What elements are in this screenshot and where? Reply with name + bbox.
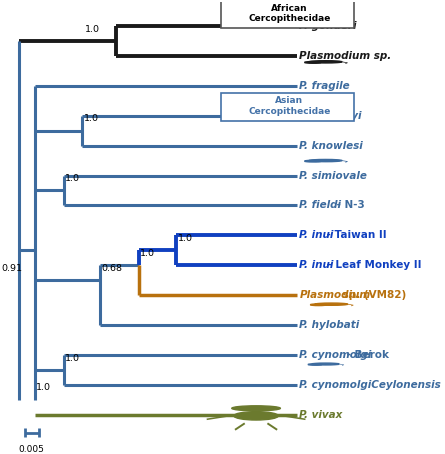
Ellipse shape <box>312 363 339 365</box>
Text: 1.0: 1.0 <box>65 354 80 363</box>
Text: 0.005: 0.005 <box>19 445 44 454</box>
Text: P. gonderi: P. gonderi <box>299 21 357 31</box>
Circle shape <box>304 160 321 162</box>
Circle shape <box>308 364 322 365</box>
Text: P. hylobati: P. hylobati <box>299 320 360 330</box>
Text: - Taiwan II: - Taiwan II <box>323 230 386 240</box>
Text: P. coatneyi: P. coatneyi <box>299 111 362 121</box>
Text: P. inui: P. inui <box>299 230 334 240</box>
Text: P. inui: P. inui <box>299 260 334 270</box>
FancyBboxPatch shape <box>221 0 355 28</box>
Text: P. simiovale: P. simiovale <box>299 171 368 181</box>
Text: P. cynomolgi: P. cynomolgi <box>299 350 372 360</box>
Text: - Berok: - Berok <box>344 350 389 360</box>
Text: Plasmodium sp.: Plasmodium sp. <box>299 51 392 61</box>
Text: P. vivax: P. vivax <box>299 410 343 420</box>
Circle shape <box>232 406 280 411</box>
Text: 0.68: 0.68 <box>101 264 122 273</box>
Text: 1.0: 1.0 <box>84 114 99 123</box>
Text: - N-3: - N-3 <box>333 201 364 211</box>
Ellipse shape <box>234 412 279 420</box>
Text: 0.91: 0.91 <box>1 264 22 273</box>
Text: African
Cercopithecidae: African Cercopithecidae <box>248 4 331 23</box>
Ellipse shape <box>315 303 348 305</box>
FancyBboxPatch shape <box>221 93 355 121</box>
Circle shape <box>310 304 327 306</box>
Text: – Leaf Monkey II: – Leaf Monkey II <box>323 260 421 270</box>
Text: P. fragile: P. fragile <box>299 81 350 91</box>
Text: 1.0: 1.0 <box>65 174 80 183</box>
Text: 1.0: 1.0 <box>178 234 193 243</box>
Text: 1.0: 1.0 <box>36 384 51 392</box>
Text: 1.0: 1.0 <box>85 25 100 35</box>
Text: P. knowlesi: P. knowlesi <box>299 141 363 151</box>
Text: Asian
Cercopithecidae: Asian Cercopithecidae <box>248 96 331 116</box>
Text: 1.0: 1.0 <box>140 249 155 258</box>
Ellipse shape <box>309 159 342 162</box>
Text: Plasmodium: Plasmodium <box>299 290 371 300</box>
Text: P. cynomolgiCeylonensis: P. cynomolgiCeylonensis <box>299 380 441 390</box>
Text: P. fieldi: P. fieldi <box>299 201 341 211</box>
Circle shape <box>304 62 321 63</box>
Ellipse shape <box>309 61 342 63</box>
Text: sp. (VM82): sp. (VM82) <box>339 290 406 300</box>
